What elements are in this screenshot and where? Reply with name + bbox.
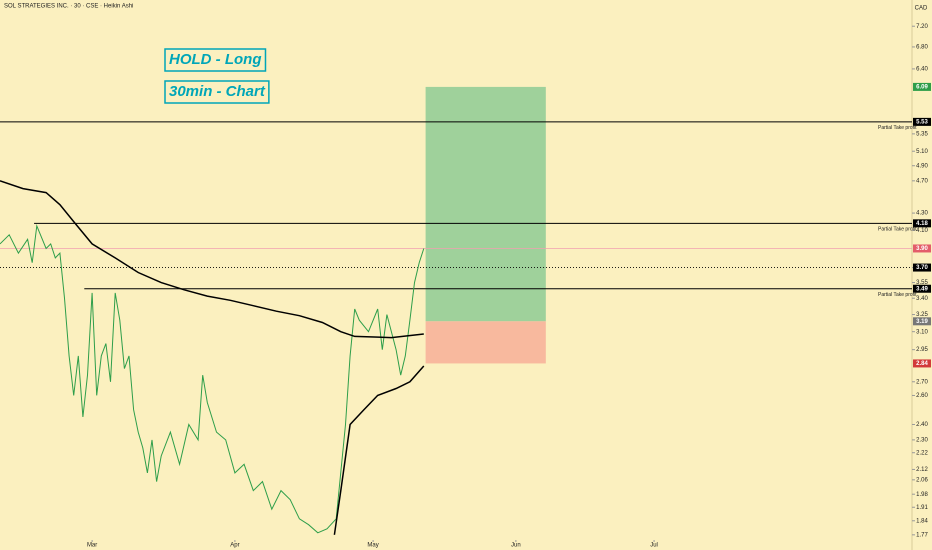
y-tick-label: 4.90 (916, 163, 928, 169)
level-note: Partial Take profit (878, 227, 917, 233)
annotation-box (164, 80, 270, 104)
chart-title: SOL STRATEGIES INC. · 30 · CSE · Heikin … (4, 4, 133, 10)
level-badge-label: 5.53 (916, 119, 928, 125)
y-tick-label: 7.20 (916, 24, 928, 30)
currency: CAD (915, 6, 928, 12)
annotation-text: HOLD - Long (169, 51, 261, 68)
y-tick-label: 6.80 (916, 45, 928, 51)
y-tick-label: 5.35 (916, 131, 928, 137)
entry-badge (913, 317, 931, 326)
y-tick-label: 4.70 (916, 178, 928, 184)
target-badge-label: 6.09 (916, 84, 928, 90)
level-badge-label: 4.18 (916, 221, 928, 227)
y-tick-label: 4.10 (916, 228, 928, 234)
y-tick-label: 2.30 (916, 437, 928, 443)
stop-badge (913, 359, 931, 368)
entry-badge-label: 3.19 (916, 319, 928, 325)
target-badge (913, 82, 931, 91)
level-badge (913, 117, 931, 126)
series-line (0, 180, 424, 339)
profit-zone (425, 86, 546, 322)
y-tick-label: 2.06 (916, 477, 928, 483)
y-tick-label: 2.40 (916, 422, 928, 428)
y-tick-label: 2.95 (916, 347, 928, 353)
y-tick-label: 1.91 (916, 505, 928, 511)
level-badge-label: 3.49 (916, 286, 928, 292)
y-tick-label: 2.60 (916, 393, 928, 399)
y-tick-label: 3.40 (916, 296, 928, 302)
y-tick-label: 5.10 (916, 149, 928, 155)
x-tick-label: Jul (650, 543, 658, 549)
level-badge (913, 219, 931, 228)
series-line (333, 365, 425, 535)
x-tick-label: Mar (87, 543, 97, 549)
y-tick-label: 1.77 (916, 532, 928, 538)
level-badge-label: 3.90 (916, 246, 928, 252)
y-tick-label: 3.25 (916, 312, 928, 318)
annotation: HOLD - Long (164, 48, 267, 72)
annotation-box (164, 48, 267, 72)
x-tick-label: Apr (230, 543, 239, 549)
x-tick-label: May (367, 543, 378, 549)
level-badge (913, 244, 931, 253)
y-tick-label: 2.12 (916, 467, 928, 473)
annotation-text: 30min - Chart (169, 83, 266, 100)
level-badge (913, 284, 931, 293)
y-tick-label: 2.22 (916, 450, 928, 456)
level-note: Partial Take profit (878, 125, 917, 131)
y-tick-label: 1.84 (916, 518, 928, 524)
level-badge-label: 3.70 (916, 265, 928, 271)
y-tick-label: 1.98 (916, 492, 928, 498)
annotation: 30min - Chart (164, 80, 270, 104)
y-tick-label: 3.10 (916, 329, 928, 335)
loss-zone (425, 321, 546, 364)
level-badge (913, 263, 931, 272)
x-tick-label: Jun (511, 543, 521, 549)
level-note: Partial Take profit (878, 292, 917, 298)
series-line (0, 223, 425, 534)
y-tick-label: 6.40 (916, 66, 928, 72)
stop-badge-label: 2.84 (916, 361, 928, 367)
y-tick-label: 3.55 (916, 280, 928, 286)
y-tick-label: 2.70 (916, 379, 928, 385)
y-tick-label: 4.30 (916, 211, 928, 217)
